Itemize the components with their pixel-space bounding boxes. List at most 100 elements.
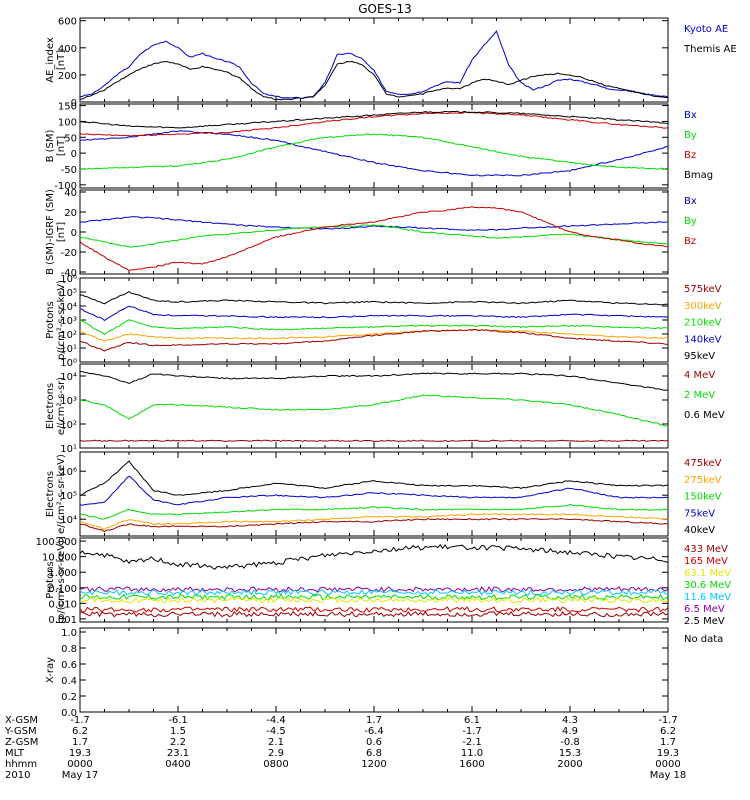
- y-axis-label-electrons2: Electrons: [45, 471, 56, 517]
- legend-entry-protons2: 6.5 MeV: [684, 604, 725, 615]
- legend-entry-ae: Kyoto AE: [684, 24, 728, 35]
- y-tick-label-protons2: 0.001: [48, 615, 77, 626]
- ephemeris-value: -6.4: [364, 726, 384, 737]
- y-tick-label-protons2: 0.010: [48, 599, 77, 610]
- ephemeris-value: 2000: [557, 759, 582, 770]
- ephemeris-value: 1200: [361, 759, 386, 770]
- y-axis-unit-bigrf: [nT]: [56, 222, 67, 242]
- legend-entry-electrons1: 0.6 MeV: [684, 410, 725, 421]
- series-line-protons2-2.5-MeV: [79, 543, 669, 570]
- legend-entry-protons2: 2.5 MeV: [684, 616, 725, 627]
- y-tick-label-protons1: 10⁶: [60, 274, 77, 285]
- legend-entry-electrons2: 275keV: [684, 475, 722, 486]
- panel-frame-bigrf: [79, 189, 669, 275]
- chart-title: GOES-13: [358, 2, 412, 16]
- legend-entry-xray: No data: [684, 634, 723, 645]
- y-tick-label-bigrf: -20: [61, 248, 77, 259]
- y-tick-label-xray: 1.0: [61, 628, 77, 639]
- legend-entry-electrons2: 40keV: [684, 525, 715, 536]
- legend-entry-protons1: 575keV: [684, 284, 722, 295]
- ephemeris-value: 6.1: [464, 715, 480, 726]
- ephemeris-value: 6.2: [72, 726, 88, 737]
- date-row-end: May 18: [650, 770, 687, 781]
- y-tick-label-protons2: 1.000: [48, 568, 77, 579]
- y-tick-label-protons2: 10.000: [42, 553, 77, 564]
- series-line-electrons2-40keV: [79, 460, 669, 496]
- panel-frame-protons1: [79, 277, 669, 363]
- ephemeris-value: 6.8: [366, 748, 382, 759]
- ephemeris-value: -2.1: [462, 737, 482, 748]
- y-tick-label-bigrf: 40: [64, 188, 77, 199]
- legend-entry-protons2: 165 MeV: [684, 556, 728, 567]
- y-tick-label-electrons2: 10⁶: [60, 467, 77, 478]
- legend-entry-protons1: 300keV: [684, 301, 722, 312]
- panel-frame-ae: [79, 17, 669, 103]
- series-line-electrons1-2-MeV: [79, 394, 669, 427]
- date-row-year: 2010: [5, 770, 30, 781]
- legend-entry-bsm: Bz: [684, 150, 696, 161]
- ephemeris-value: 1.7: [72, 737, 88, 748]
- y-tick-label-protons1: 10⁵: [60, 288, 77, 299]
- y-tick-label-electrons1: 10³: [60, 396, 77, 407]
- y-tick-label-electrons1: 10²: [60, 420, 77, 431]
- y-tick-label-protons1: 10³: [60, 316, 77, 327]
- series-line-bsm-By: [79, 133, 668, 170]
- ephemeris-row-label: Z-GSM: [5, 737, 38, 748]
- series-line-electrons2-75keV: [79, 475, 669, 506]
- y-tick-label-ae: 200: [58, 71, 77, 82]
- ephemeris-value: -0.8: [560, 737, 580, 748]
- y-tick-label-protons2: 0.100: [48, 584, 77, 595]
- legend-entry-electrons1: 2 MeV: [684, 390, 715, 401]
- ephemeris-value: 1.7: [660, 737, 676, 748]
- legend-entry-bsm: By: [684, 130, 697, 141]
- y-tick-label-bigrf: 0: [71, 228, 77, 239]
- series-line-bigrf-By: [79, 224, 669, 248]
- legend-entry-ae: Themis AE: [683, 44, 737, 55]
- series-line-protons1-575keV: [79, 328, 669, 352]
- y-tick-label-ae: 600: [58, 17, 77, 28]
- ephemeris-value: 6.2: [660, 726, 676, 737]
- y-tick-label-protons1: 10²: [60, 330, 77, 341]
- series-line-bigrf-Bz: [79, 206, 668, 272]
- y-tick-label-protons1: 10⁰: [60, 358, 77, 369]
- y-axis-unit-protons2: [p/(cm²-s-sr-keV)]: [56, 536, 67, 624]
- legend-entry-bigrf: Bx: [684, 196, 697, 207]
- y-tick-label-xray: 0.8: [61, 644, 77, 655]
- series-line-electrons1-0.6-MeV: [79, 371, 669, 391]
- legend-entry-protons2: 30.6 MeV: [684, 580, 731, 591]
- ephemeris-value: 4.3: [562, 715, 578, 726]
- series-line-bigrf-Bx: [79, 216, 669, 231]
- ephemeris-value: 0000: [655, 759, 680, 770]
- y-tick-label-bsm: 100: [58, 117, 77, 128]
- y-axis-unit-bsm: [nT]: [56, 136, 67, 156]
- y-axis-label-bigrf: B (SM)-IGRF (SM): [45, 189, 56, 275]
- y-axis-unit-electrons1: e/(cm²-s-sr): [56, 377, 67, 435]
- ephemeris-value: -1.7: [70, 715, 90, 726]
- legend-entry-electrons2: 475keV: [684, 458, 722, 469]
- legend-entry-protons1: 95keV: [684, 351, 715, 362]
- ephemeris-value: 15.3: [559, 748, 581, 759]
- ephemeris-value: 0400: [165, 759, 190, 770]
- series-line-electrons1-4-MeV: [79, 439, 669, 442]
- series-line-protons2-30.6-MeV: [79, 593, 669, 601]
- ephemeris-row-label: hhmm: [5, 759, 37, 770]
- ephemeris-value: 4.9: [562, 726, 578, 737]
- legend-entry-electrons2: 150keV: [684, 492, 722, 503]
- y-axis-label-protons1: Protons: [45, 301, 56, 338]
- series-line-electrons2-275keV: [79, 513, 669, 530]
- series-line-protons2-433-MeV: [79, 610, 669, 618]
- ephemeris-value: 1600: [459, 759, 484, 770]
- y-axis-label-ae: AE_index: [45, 37, 56, 83]
- legend-entry-bsm: Bmag: [684, 170, 713, 181]
- series-line-electrons2-150keV: [79, 503, 669, 520]
- y-tick-label-xray: 0.4: [61, 676, 77, 687]
- legend-entry-bigrf: By: [684, 216, 697, 227]
- y-tick-label-bsm: 50: [64, 133, 77, 144]
- ephemeris-row-label: Y-GSM: [4, 726, 37, 737]
- y-axis-unit-ae: [nT]: [56, 50, 67, 70]
- y-tick-label-protons2: 100.000: [36, 537, 77, 548]
- y-axis-label-protons2: Protons: [45, 561, 56, 598]
- ephemeris-value: 19.3: [69, 748, 91, 759]
- y-tick-label-bsm: 0: [71, 149, 77, 160]
- y-tick-label-xray: 0.6: [61, 660, 77, 671]
